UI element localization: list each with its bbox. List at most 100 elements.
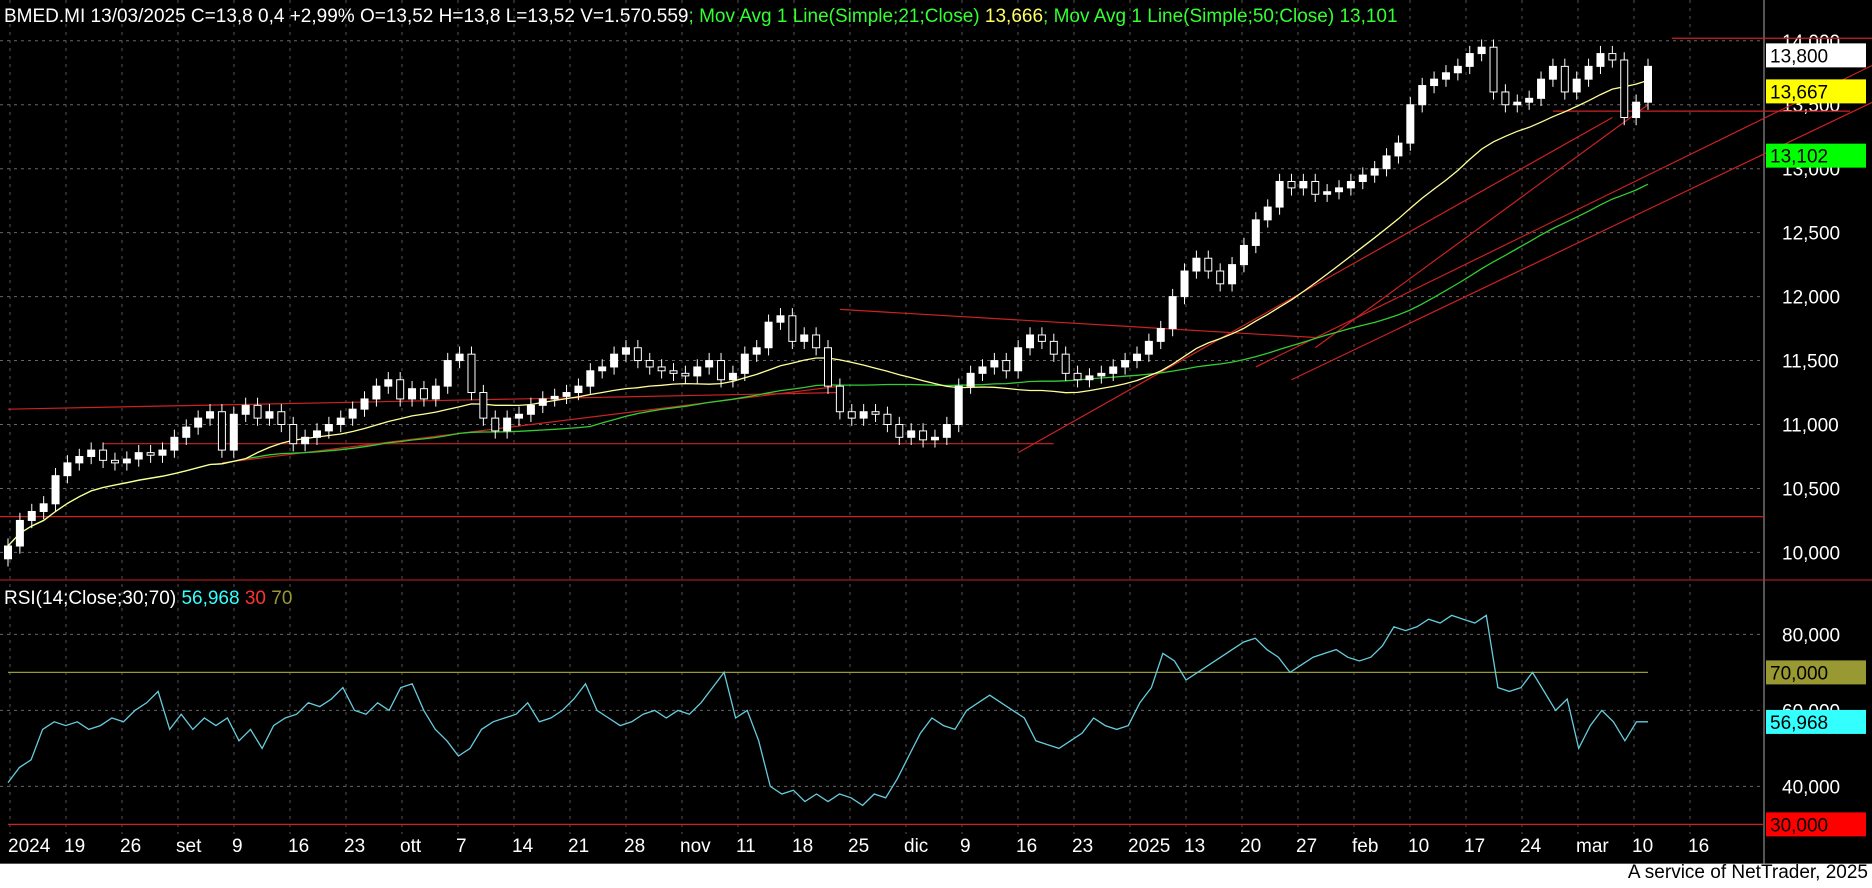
- candle-body: [1430, 78, 1439, 87]
- candle-body: [194, 417, 203, 428]
- candle-body: [1501, 91, 1510, 106]
- candle-body: [1049, 340, 1058, 355]
- candle-body: [1180, 270, 1189, 298]
- candle-body: [467, 353, 476, 394]
- footer-bar: [0, 864, 1872, 888]
- candle-body: [1525, 97, 1534, 103]
- candle-body: [289, 424, 298, 445]
- candle-body: [1382, 155, 1391, 170]
- candle-body: [859, 411, 868, 419]
- candle-body: [27, 510, 36, 521]
- candle-body: [170, 436, 179, 451]
- ma21-value: 13,666: [984, 6, 1044, 27]
- rsi-tick-label: 80,000: [1782, 625, 1840, 646]
- candle-body: [1275, 180, 1284, 208]
- candle-body: [1537, 78, 1546, 99]
- candle-body: [1144, 340, 1153, 355]
- candle-body: [1311, 180, 1320, 195]
- candle-body: [550, 395, 559, 400]
- ma50-label: ; Mov Avg 1 Line(Simple;50;Close): [1043, 6, 1335, 27]
- candle-body: [1608, 53, 1617, 61]
- x-tick-label: mar: [1576, 836, 1609, 857]
- price-tick-label: 11,500: [1782, 352, 1839, 373]
- credit-text: A service of NetTrader, 2025: [1627, 862, 1868, 883]
- candle-body: [1632, 101, 1641, 119]
- candle-body: [681, 372, 690, 377]
- price-tick-label: 10,000: [1782, 543, 1840, 564]
- candle-body: [907, 430, 916, 438]
- candle-body: [503, 417, 512, 432]
- candle-body: [182, 426, 191, 438]
- x-tick-label: 17: [1464, 836, 1485, 857]
- rsi-header: RSI(14;Close;30;70) 56,968 30 70: [4, 588, 292, 610]
- candle-body: [728, 372, 737, 381]
- candle-body: [1014, 347, 1023, 372]
- price-tick-label: 11,000: [1782, 416, 1839, 437]
- candle-body: [669, 370, 678, 374]
- candle-body: [812, 334, 821, 349]
- candle-body: [1073, 372, 1082, 381]
- candle-body: [978, 366, 987, 374]
- x-tick-label: 2025: [1128, 836, 1170, 857]
- candle-body: [1204, 257, 1213, 272]
- candle-body: [1358, 174, 1367, 182]
- candle-body: [1192, 257, 1201, 272]
- candle-body: [443, 360, 452, 387]
- rsi-level-tag: [1766, 660, 1866, 685]
- candle-body: [217, 411, 226, 451]
- price-tag: [1766, 43, 1866, 68]
- x-tick-label: ott: [400, 836, 422, 857]
- rsi-low: 30: [244, 588, 266, 609]
- candle-body: [39, 503, 48, 512]
- candle-body: [752, 347, 761, 355]
- x-tick-label: 20: [1240, 836, 1261, 857]
- rsi-level-label: 30,000: [1770, 815, 1828, 836]
- candle-body: [1121, 360, 1130, 368]
- candle-body: [122, 458, 131, 464]
- candle-body: [1548, 65, 1557, 80]
- candle-body: [1109, 366, 1118, 374]
- candle-body: [1002, 360, 1011, 372]
- candle-body: [919, 430, 928, 441]
- candle-body: [87, 449, 96, 457]
- candle-body: [883, 413, 892, 426]
- rsi-tick-label: 40,000: [1782, 777, 1840, 798]
- candle-body: [562, 392, 571, 397]
- x-tick-label: dic: [904, 836, 928, 857]
- candle-body: [895, 424, 904, 438]
- trendline: [839, 308, 1316, 339]
- candle-body: [1620, 59, 1629, 119]
- candle-body: [1560, 65, 1569, 93]
- rsi-level-tag: [1766, 812, 1866, 837]
- candle-body: [419, 388, 428, 400]
- rsi-level-tag: [1766, 709, 1866, 734]
- candle-body: [764, 321, 773, 349]
- candle-body: [206, 411, 215, 419]
- candle-body: [491, 417, 500, 432]
- x-tick-label: 10: [1408, 836, 1429, 857]
- candle-body: [229, 413, 238, 451]
- trendline: [1314, 104, 1649, 349]
- x-tick-label: 19: [64, 836, 85, 857]
- candle-body: [621, 347, 630, 355]
- rsi-level-label: 56,968: [1770, 713, 1828, 734]
- candle-body: [1251, 219, 1260, 246]
- candle-body: [99, 449, 108, 461]
- candle-body: [1335, 187, 1344, 193]
- candle-body: [835, 385, 844, 413]
- candle-body: [574, 385, 583, 394]
- candle-body: [1097, 372, 1106, 377]
- candle-body: [824, 347, 832, 387]
- candle-body: [1323, 191, 1332, 195]
- x-tick-label: 14: [512, 836, 534, 857]
- candle-body: [1453, 65, 1462, 74]
- candle-body: [301, 436, 310, 445]
- candle-body: [1513, 101, 1522, 106]
- symbol-ohlc: BMED.MI 13/03/2025 C=13,8 0,4 +2,99% O=1…: [4, 6, 689, 27]
- candle-body: [396, 379, 405, 400]
- candle-body: [75, 455, 84, 464]
- candle-body: [1061, 353, 1070, 374]
- ma50-value: 13,101: [1339, 6, 1398, 27]
- price-tag-label: 13,667: [1770, 82, 1828, 103]
